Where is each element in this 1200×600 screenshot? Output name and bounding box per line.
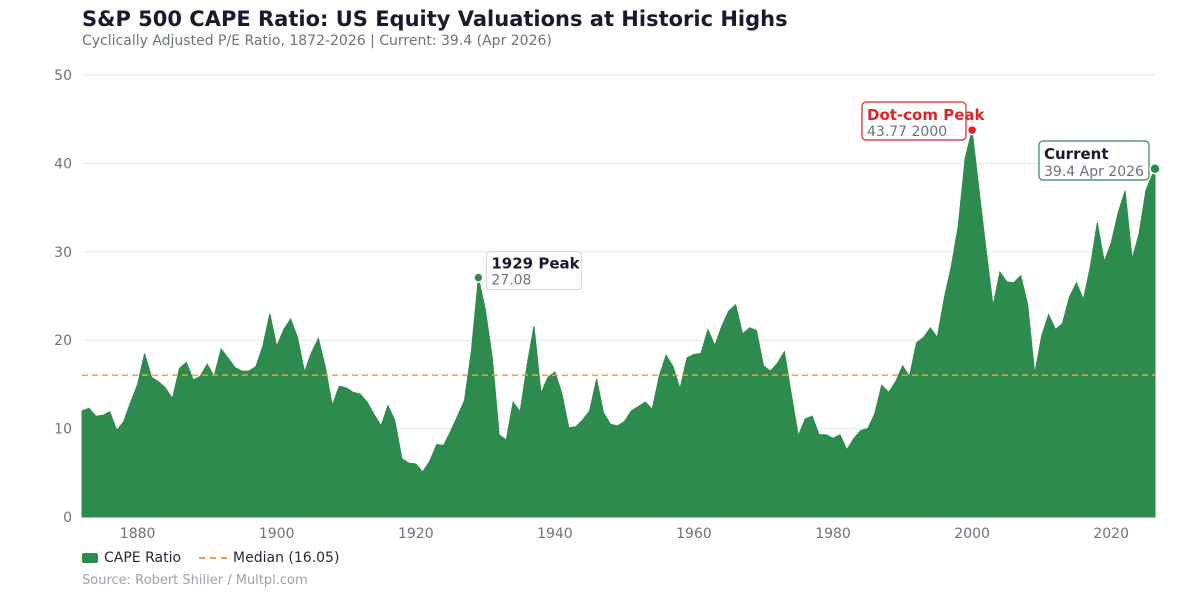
legend-item-median: Median (16.05): [199, 550, 339, 566]
legend: CAPE Ratio Median (16.05): [82, 550, 357, 566]
x-tick-label: 2000: [954, 526, 990, 542]
dotcom-peak-marker: [966, 124, 978, 136]
y-tick-label: 10: [54, 422, 72, 438]
legend-item-cape: CAPE Ratio: [82, 550, 181, 566]
y-tick-label: 0: [63, 510, 72, 526]
legend-label-median: Median (16.05): [233, 550, 340, 566]
y-tick-label: 30: [54, 245, 72, 261]
legend-swatch-median: [199, 557, 228, 559]
current-box: [1038, 140, 1150, 181]
x-tick-label: 1880: [120, 526, 156, 542]
y-tick-label: 50: [54, 68, 72, 84]
current-title: Current: [1044, 145, 1109, 163]
peak-1929-marker: [473, 272, 484, 283]
y-tick-label: 40: [54, 156, 72, 172]
y-tick-label: 20: [54, 333, 72, 349]
peak-1929-box: [485, 251, 582, 291]
dotcom-peak-box: [861, 101, 967, 141]
dotcom-peak-value: 43.77 2000: [867, 124, 947, 140]
peak-1929-value: 27.08: [491, 273, 531, 289]
x-tick-label: 1940: [537, 526, 573, 542]
peak-1929-title: 1929 Peak: [491, 255, 580, 273]
source-note: Source: Robert Shiller / Multpl.com: [82, 573, 308, 588]
x-tick-label: 1920: [398, 526, 434, 542]
cape-area-series: [81, 129, 1156, 518]
x-tick-label: 1980: [815, 526, 851, 542]
x-tick-label: 1960: [676, 526, 712, 542]
x-tick-label: 2020: [1093, 526, 1129, 542]
area-layer: [81, 129, 1156, 518]
legend-label-cape: CAPE Ratio: [104, 550, 182, 566]
axis-labels: 0 10 20 30 40 50 1880 1900 1920 1940 1960 1980 2000 2…: [54, 68, 1129, 542]
current-value: 39.4 Apr 2026: [1044, 164, 1144, 180]
chart-subtitle: Cyclically Adjusted P/E Ratio, 1872-2026…: [82, 33, 552, 49]
x-tick-label: 1900: [259, 526, 295, 542]
legend-swatch-area: [82, 553, 98, 563]
current-marker: [1149, 162, 1161, 175]
dotcom-peak-title: Dot-com Peak: [867, 106, 985, 124]
chart-title: S&P 500 CAPE Ratio: US Equity Valuations…: [82, 7, 788, 31]
